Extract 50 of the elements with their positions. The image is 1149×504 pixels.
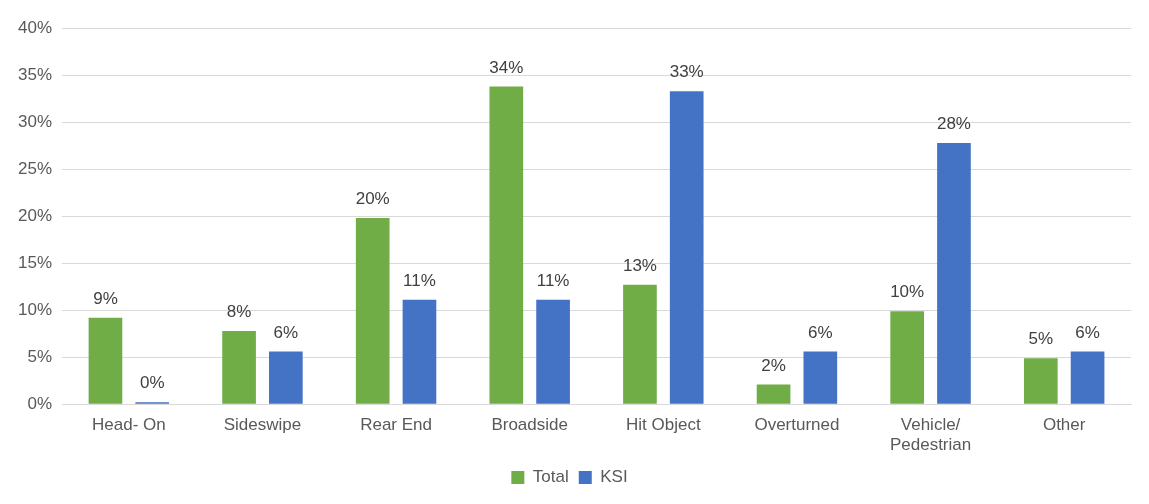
x-tick-label: Hit Object bbox=[626, 415, 701, 435]
bar bbox=[269, 351, 303, 404]
bar bbox=[536, 299, 570, 404]
data-label: 8% bbox=[226, 302, 252, 322]
data-label: 6% bbox=[273, 322, 299, 342]
data-label: 9% bbox=[93, 288, 118, 308]
data-label: 0% bbox=[139, 373, 165, 393]
x-tick-label: Head- On bbox=[91, 415, 166, 435]
bar bbox=[1070, 351, 1105, 404]
bar bbox=[669, 91, 704, 404]
data-label: 6% bbox=[808, 322, 833, 342]
data-label: 10% bbox=[890, 282, 925, 302]
data-label: 6% bbox=[1075, 322, 1100, 342]
data-label: 11% bbox=[536, 271, 570, 291]
bar bbox=[489, 86, 524, 404]
x-tick-label: Sideswipe bbox=[223, 415, 302, 435]
bar bbox=[1023, 358, 1058, 404]
bar bbox=[355, 218, 390, 404]
legend-label: Total bbox=[532, 467, 569, 487]
y-tick-label: 15% bbox=[17, 252, 53, 272]
bar bbox=[890, 311, 925, 404]
bar bbox=[222, 330, 256, 404]
bar bbox=[623, 284, 657, 404]
data-label: 33% bbox=[669, 62, 704, 82]
bar bbox=[803, 351, 838, 404]
y-tick-label: 25% bbox=[17, 158, 53, 178]
data-label: 28% bbox=[936, 114, 971, 134]
y-tick-label: 10% bbox=[17, 299, 53, 319]
y-tick-label: 0% bbox=[27, 393, 53, 413]
y-tick-label: 5% bbox=[27, 346, 53, 366]
bar bbox=[88, 317, 123, 404]
x-tick-label: Other bbox=[1042, 415, 1086, 435]
x-tick-label: Rear End bbox=[360, 415, 432, 435]
x-tick-label: Vehicle/ Pedestrian bbox=[889, 415, 972, 455]
bar bbox=[937, 142, 971, 404]
data-label: 34% bbox=[489, 57, 524, 77]
data-label: 2% bbox=[761, 355, 786, 375]
data-label: 5% bbox=[1028, 329, 1054, 349]
bar bbox=[402, 299, 437, 404]
bar bbox=[756, 384, 791, 404]
legend-label: KSI bbox=[600, 467, 628, 487]
y-tick-label: 35% bbox=[17, 64, 53, 84]
x-tick-label: Broadside bbox=[491, 415, 568, 435]
y-tick-label: 20% bbox=[17, 205, 53, 225]
y-tick-label: 30% bbox=[17, 111, 53, 131]
data-label: 11% bbox=[403, 271, 436, 291]
data-label: 13% bbox=[622, 256, 657, 276]
data-label: 20% bbox=[355, 189, 390, 209]
y-tick-label: 40% bbox=[17, 17, 53, 37]
x-tick-label: Overturned bbox=[754, 415, 840, 435]
